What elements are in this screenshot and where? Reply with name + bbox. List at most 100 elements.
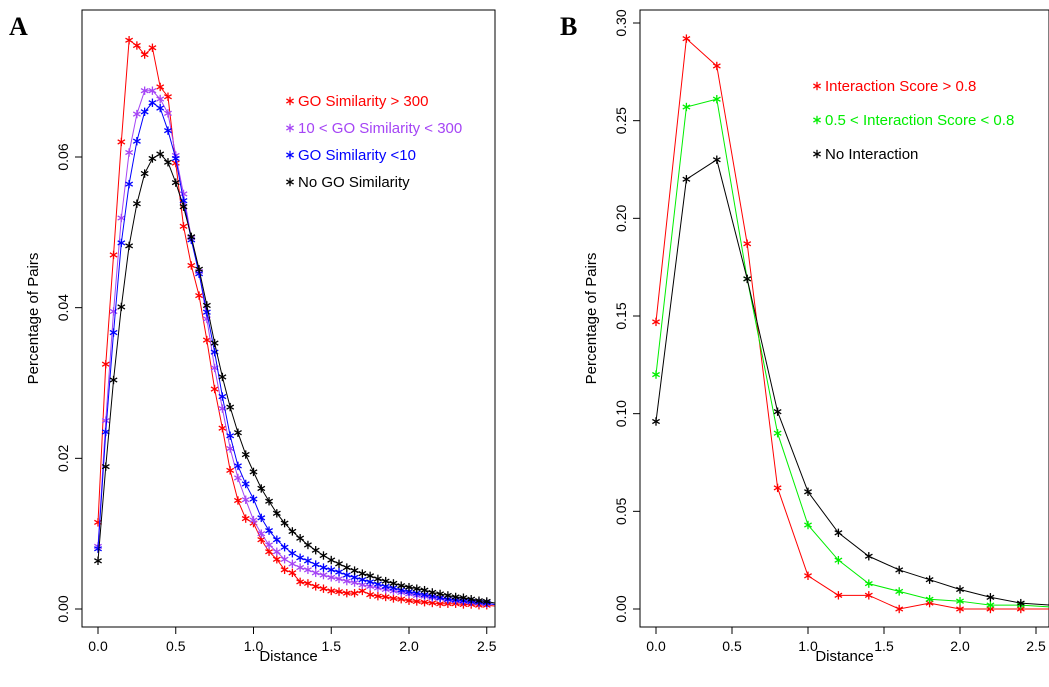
y-tick-label-b: 0.05 xyxy=(613,497,629,524)
legend-b: Interaction Score > 0.8 0.5 < Interaction… xyxy=(813,78,1014,163)
data-point xyxy=(226,444,235,453)
x-tick-label-b: 1.0 xyxy=(798,638,818,654)
data-point xyxy=(249,467,258,477)
data-point xyxy=(1016,598,1025,608)
data-point xyxy=(109,250,118,260)
series-line-a-1 xyxy=(97,39,495,607)
data-point xyxy=(303,565,312,575)
data-point xyxy=(925,575,934,584)
data-point xyxy=(156,149,165,159)
data-point xyxy=(350,566,359,575)
data-point xyxy=(459,593,468,602)
data-point xyxy=(179,202,188,211)
data-point xyxy=(195,291,204,300)
data-point xyxy=(773,407,782,416)
data-point xyxy=(682,34,691,43)
legend-marker xyxy=(813,115,821,125)
panel-letter-a: A xyxy=(9,12,28,41)
series-line-a-3 xyxy=(97,102,495,605)
data-point xyxy=(117,238,126,248)
data-point xyxy=(156,103,165,113)
data-point xyxy=(265,497,274,506)
data-point xyxy=(381,592,390,602)
legend-label: GO Similarity <10 xyxy=(298,147,416,164)
data-point xyxy=(743,274,752,284)
data-point xyxy=(895,587,904,596)
data-point xyxy=(327,555,336,565)
x-axis-label-a: Distance xyxy=(259,648,317,665)
data-point xyxy=(296,533,305,543)
data-point xyxy=(249,515,258,525)
y-axis-label-a: Percentage of Pairs xyxy=(25,253,42,385)
data-point xyxy=(265,526,274,535)
data-point xyxy=(148,154,157,163)
data-point xyxy=(202,335,211,345)
data-point xyxy=(148,86,157,95)
series-b-3 xyxy=(652,155,1049,608)
series-a-4 xyxy=(94,149,495,606)
data-point xyxy=(132,109,141,119)
data-point xyxy=(342,563,351,572)
data-point xyxy=(218,424,227,433)
data-point xyxy=(94,556,102,565)
data-point xyxy=(311,568,320,578)
data-point xyxy=(327,565,336,575)
data-point xyxy=(241,495,250,504)
data-point xyxy=(296,553,305,562)
data-point xyxy=(101,462,110,471)
data-point xyxy=(420,585,429,595)
data-point xyxy=(311,546,320,555)
x-tick-label-b: 0.5 xyxy=(722,638,742,654)
data-point xyxy=(140,169,149,178)
data-point xyxy=(712,155,721,164)
data-point xyxy=(171,178,180,187)
data-point xyxy=(195,265,204,274)
data-point xyxy=(773,483,782,493)
data-point xyxy=(311,560,320,569)
data-point xyxy=(233,496,242,505)
data-point xyxy=(210,384,219,394)
data-point xyxy=(249,494,258,504)
data-point xyxy=(233,461,242,471)
data-point xyxy=(125,148,134,157)
data-point xyxy=(319,551,328,560)
data-point xyxy=(132,41,141,50)
data-point xyxy=(804,571,812,580)
data-point xyxy=(350,588,359,598)
data-point xyxy=(834,555,843,565)
data-point xyxy=(280,518,289,528)
series-line-b-1 xyxy=(655,37,1049,610)
legend-marker xyxy=(813,81,821,91)
data-point xyxy=(125,241,134,251)
data-point xyxy=(265,540,274,550)
data-point xyxy=(288,527,297,536)
data-point xyxy=(257,513,266,523)
data-point xyxy=(451,592,460,602)
y-tick-label-b: 0.00 xyxy=(613,595,629,622)
data-point xyxy=(925,595,934,604)
data-point xyxy=(156,82,165,92)
series-a-1 xyxy=(94,36,495,610)
legend-label: No GO Similarity xyxy=(298,174,410,191)
data-point xyxy=(288,549,297,558)
y-tick-label-a: 0.00 xyxy=(55,595,71,622)
data-point xyxy=(373,591,382,601)
data-point xyxy=(373,574,382,584)
y-tick-label-b: 0.30 xyxy=(613,9,629,36)
data-point xyxy=(202,301,211,310)
data-point xyxy=(311,582,320,591)
data-point xyxy=(109,328,118,337)
data-point xyxy=(132,136,141,146)
data-point xyxy=(327,573,336,582)
data-point xyxy=(743,239,752,248)
data-point xyxy=(864,591,873,600)
x-axis-label-b: Distance xyxy=(815,648,873,665)
data-point xyxy=(303,540,312,550)
data-point xyxy=(773,429,782,438)
data-point xyxy=(156,94,165,104)
data-point xyxy=(164,92,172,101)
data-point xyxy=(712,61,721,71)
data-point xyxy=(436,589,445,599)
y-tick-label-a: 0.02 xyxy=(55,444,71,471)
